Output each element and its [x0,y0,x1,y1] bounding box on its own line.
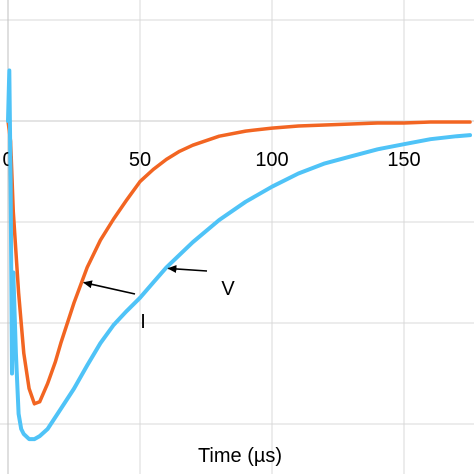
x-tick-label: 0 [2,149,13,171]
annotation-arrow-v [167,264,208,273]
series-line-i [6,119,472,406]
x-tick-label: 50 [129,149,151,171]
annotation-label-i: I [140,311,146,333]
series-line-v [6,68,472,442]
annotation-arrow-i [82,280,136,295]
x-tick-label: 150 [387,149,420,171]
x-axis-title: Time (µs) [198,445,282,467]
annotation-label-v: V [221,278,235,300]
series-layer [6,68,472,442]
axes: 0 50 100 150 [2,0,421,474]
annotations: IV [82,264,235,333]
x-tick-label: 100 [255,149,288,171]
